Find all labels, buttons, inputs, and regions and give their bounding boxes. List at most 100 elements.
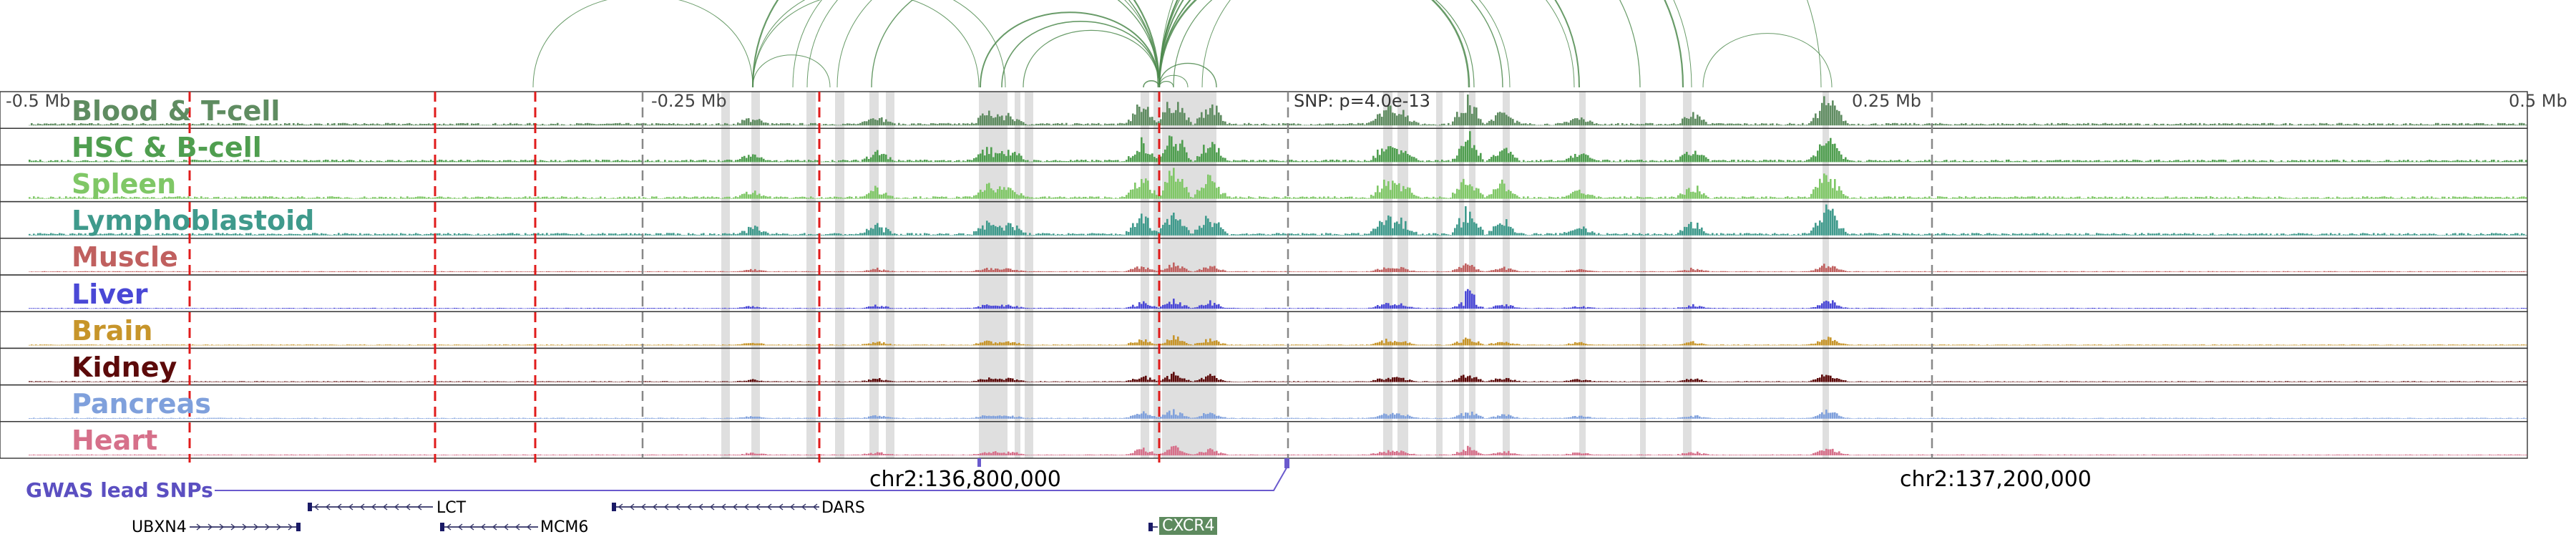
signal-bar [443,233,445,236]
signal-bar [464,160,467,163]
signal-bar [1018,195,1020,199]
signal-bar [859,233,862,236]
signal-bar [1428,197,1430,199]
signal-bar [117,271,119,272]
signal-bar [2441,196,2444,199]
signal-bar [737,122,739,126]
signal-bar [621,233,623,236]
signal-bar [913,123,915,126]
signal-bar [239,161,241,163]
signal-bar [2057,160,2059,163]
signal-bar [705,235,707,236]
signal-bar [698,123,701,126]
signal-bar [531,160,533,163]
signal-bar [1755,160,1757,163]
signal-bar [2358,197,2360,199]
signal-bar [2128,234,2130,236]
signal-bar [720,161,722,163]
signal-bar [675,160,677,163]
signal-bar [1692,228,1694,236]
signal-bar [2525,197,2527,199]
signal-bar [95,160,97,163]
signal-bar [1020,230,1023,236]
signal-bar [1261,233,1263,236]
signal-bar [1729,123,1731,126]
signal-bar [265,271,267,272]
signal-bar [688,161,690,163]
signal-bar [1299,124,1302,126]
signal-bar [1922,161,1924,163]
signal-bar [849,161,851,163]
signal-bar [2403,198,2405,199]
signal-bar [2407,197,2409,199]
signal-bar [166,197,168,199]
signal-bar [447,233,449,236]
signal-bar [417,271,419,272]
signal-bar [2377,233,2379,236]
signal-bar [1478,227,1480,236]
signal-bar [825,160,827,163]
signal-bar [859,122,862,126]
signal-bar [1879,234,1881,236]
signal-bar [1396,184,1398,199]
signal-bar [475,234,477,236]
signal-bar [1080,233,1083,236]
signal-bar [1040,160,1042,163]
signal-bar [106,160,108,163]
signal-bar [1259,125,1261,126]
signal-bar [1916,161,1918,163]
signal-bar [475,271,477,272]
signal-bar [1901,160,1903,163]
signal-bar [426,160,428,163]
signal-bar [331,196,333,199]
signal-bar [782,123,784,126]
signal-bar [381,271,383,272]
signal-bar [318,160,321,163]
signal-bar [531,271,533,272]
signal-bar [967,196,969,199]
signal-bar [2057,196,2059,199]
signal-bar [250,271,252,272]
signal-bar [411,197,413,199]
signal-bar [1437,160,1439,163]
signal-bar [1452,192,1454,199]
signal-bar [1450,161,1452,163]
signal-bar [1705,195,1707,199]
signal-bar [1012,153,1014,163]
signal-bar [1385,149,1387,163]
signal-bar [698,234,701,236]
signal-bar [2521,233,2523,236]
signal-bar [1295,233,1297,236]
signal-bar [1989,233,1991,236]
signal-bar [2034,233,2036,236]
signal-bar [533,271,535,272]
signal-bar [1471,218,1473,236]
signal-bar [935,123,937,126]
signal-bar [1265,124,1267,126]
signal-bar [1823,145,1825,163]
signal-bar [503,233,505,236]
signal-bar [473,271,475,272]
signal-bar [1070,197,1072,199]
signal-bar [1729,233,1731,236]
signal-bar [344,271,346,272]
signal-bar [748,194,750,199]
signal-bar [1050,234,1053,236]
signal-bar [1527,235,1529,236]
signal-bar [1855,161,1858,163]
signal-bar [1885,160,1888,163]
signal-bar [1531,234,1533,236]
signal-bar [1701,155,1703,163]
signal-bar [63,123,65,126]
signal-bar [2225,160,2227,163]
signal-bar [1136,223,1138,236]
signal-bar [550,233,552,236]
signal-bar [814,160,816,163]
signal-bar [2094,234,2096,236]
signal-bar [1491,119,1493,126]
signal-bar [76,271,78,272]
signal-bar [842,123,844,126]
signal-bar [812,123,814,126]
signal-bar [2424,124,2426,126]
signal-bar [245,271,248,272]
